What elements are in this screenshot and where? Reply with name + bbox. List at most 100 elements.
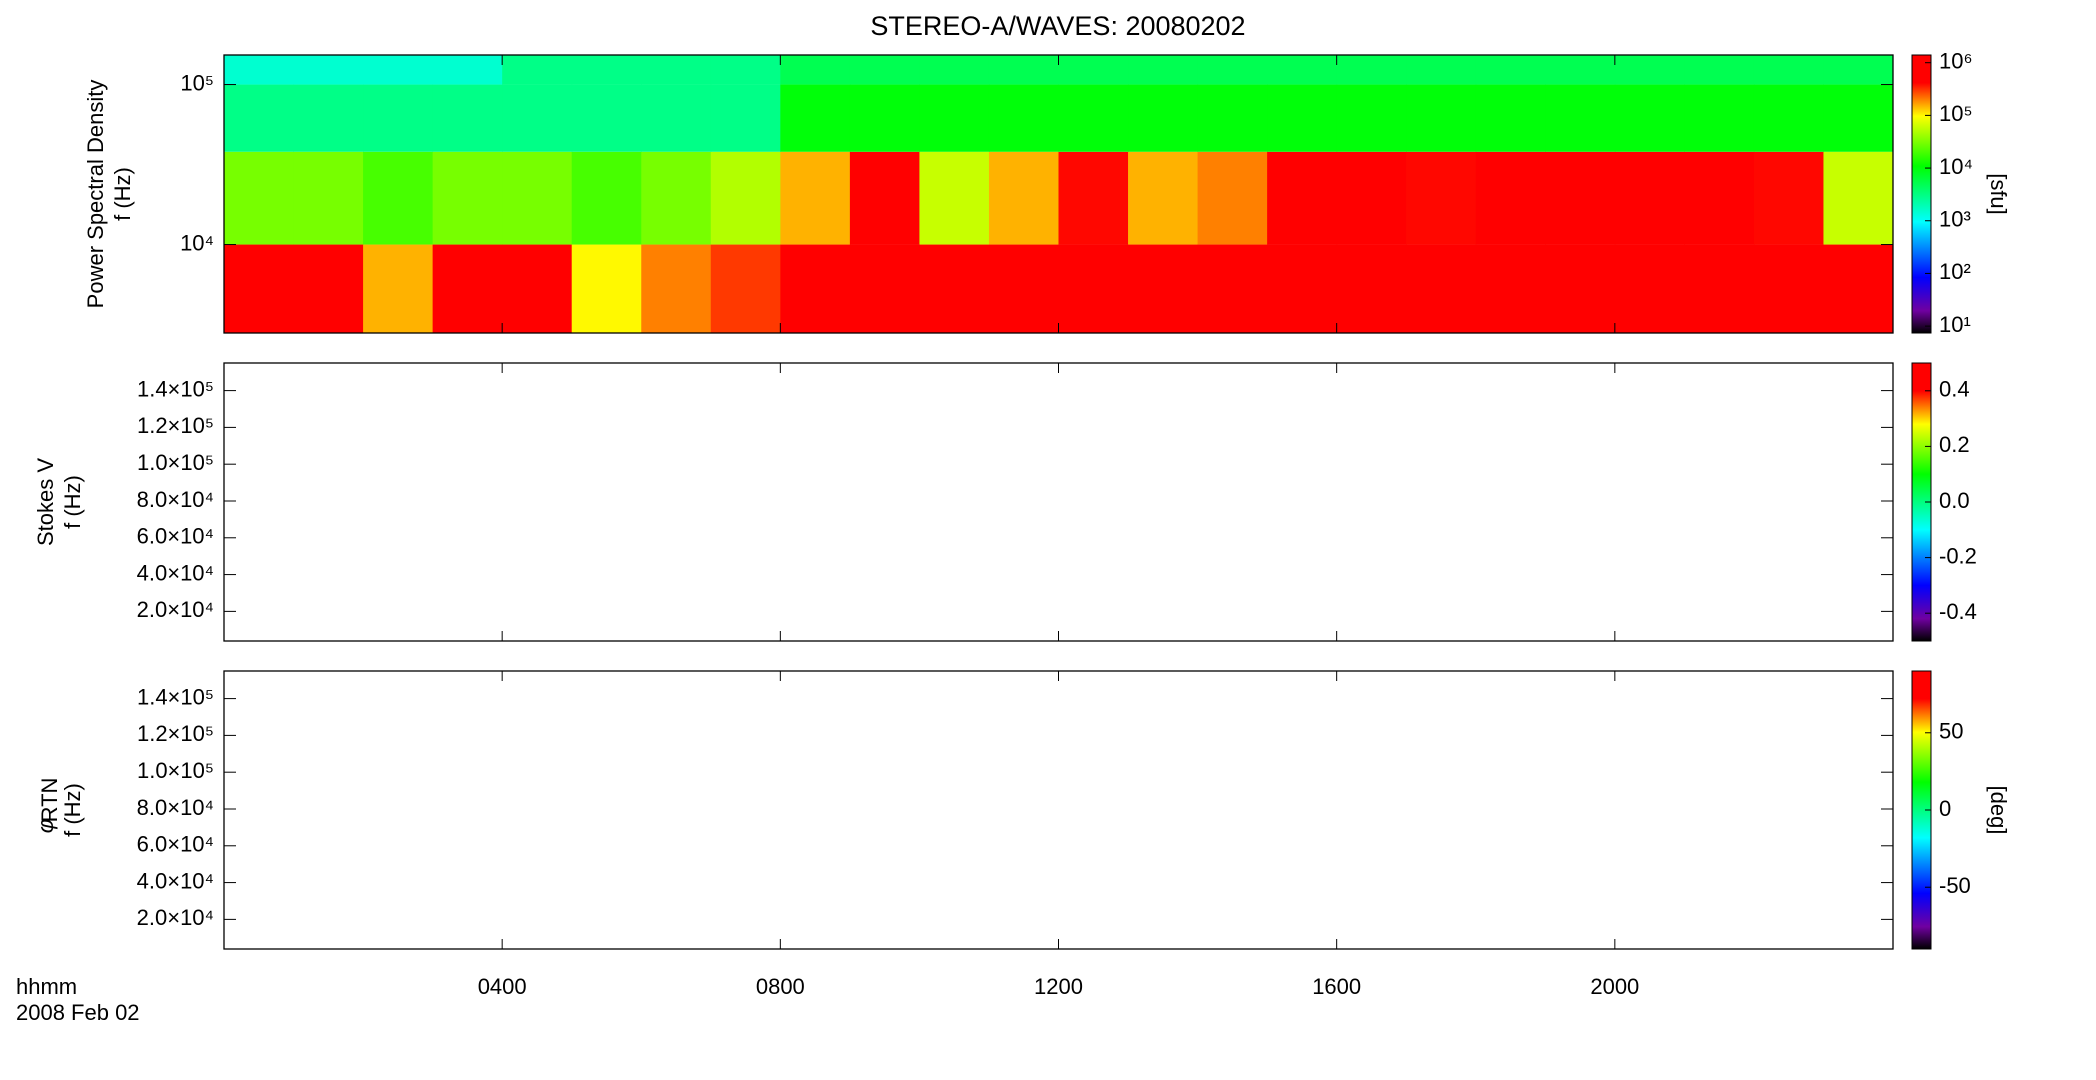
spectrogram-cell: [641, 151, 712, 245]
spectrogram-cell: [919, 244, 990, 333]
y-tick-label: 8.0×10⁴: [137, 487, 214, 512]
y-axis-quantity-sub: RTN: [37, 778, 62, 823]
spectrogram-cell: [780, 151, 851, 245]
spectrogram-cell: [1753, 244, 1824, 333]
spectrogram-cell: [293, 55, 364, 85]
spectrogram-cell: [780, 55, 851, 85]
spectrogram-cell: [1823, 244, 1894, 333]
spectrogram-cell: [1267, 84, 1338, 152]
spectrogram-cell: [502, 84, 573, 152]
spectrogram-cell: [1406, 151, 1477, 245]
spectrogram-cell: [1128, 244, 1199, 333]
colorbar-tick-label: 10¹: [1939, 312, 1971, 337]
y-tick-label: 10⁵: [180, 70, 214, 95]
spectrogram-cell: [1823, 55, 1894, 85]
spectrogram-cell: [1475, 84, 1546, 152]
x-tick-label: 0800: [756, 974, 805, 999]
x-tick-label: 1200: [1034, 974, 1083, 999]
y-tick-label: 4.0×10⁴: [137, 560, 214, 585]
spectrogram-cell: [988, 244, 1059, 333]
spectrogram-cell: [710, 55, 781, 85]
y-axis-label: f (Hz): [60, 783, 85, 837]
spectrogram-cell: [363, 55, 434, 85]
y-tick-label: 6.0×10⁴: [137, 832, 214, 857]
spectrogram-cell: [1267, 151, 1338, 245]
spectrogram-cell: [1753, 55, 1824, 85]
colorbar-tick-label: -0.4: [1939, 599, 1977, 624]
y-tick-label: 1.2×10⁵: [137, 721, 214, 746]
spectrogram-cell: [1545, 244, 1616, 333]
spectrogram-cell: [432, 55, 503, 85]
y-tick-label: 10⁴: [180, 230, 214, 255]
spectrogram-cell: [293, 84, 364, 152]
spectrogram-cell: [710, 244, 781, 333]
y-tick-label: 1.0×10⁵: [137, 450, 214, 475]
spectrogram-cell: [1336, 84, 1407, 152]
spectrogram-cell: [988, 55, 1059, 85]
colorbar-tick-label: 0.2: [1939, 432, 1970, 457]
y-tick-label: 6.0×10⁴: [137, 524, 214, 549]
y-tick-label: 2.0×10⁴: [137, 905, 214, 930]
spectrogram-cell: [1475, 244, 1546, 333]
spectrogram-cell: [1128, 151, 1199, 245]
colorbar-tick-label: -50: [1939, 873, 1971, 898]
spectrogram-cell: [919, 84, 990, 152]
spectrogram-cell: [849, 84, 920, 152]
spectrogram-cell: [988, 84, 1059, 152]
spectrogram-cell: [293, 244, 364, 333]
y-tick-label: 8.0×10⁴: [137, 795, 214, 820]
spectrogram-cell: [224, 151, 295, 245]
colorbar-tick-label: 0: [1939, 796, 1951, 821]
colorbar-tick-label: 10³: [1939, 207, 1971, 232]
y-tick-label: 1.2×10⁵: [137, 413, 214, 438]
spectrogram-cell: [1058, 55, 1129, 85]
spectrogram-cell: [1684, 84, 1755, 152]
spectrogram-cell: [1684, 244, 1755, 333]
spectrogram-cell: [432, 84, 503, 152]
spectrogram-cell: [1058, 244, 1129, 333]
colorbar-tick-label: 50: [1939, 719, 1963, 744]
spectrogram-cell: [1614, 84, 1685, 152]
x-axis-date: 2008 Feb 02: [16, 1000, 140, 1025]
y-axis-label: f (Hz): [60, 475, 85, 529]
spectrogram-cell: [710, 151, 781, 245]
spectrogram-cell: [1336, 244, 1407, 333]
colorbar-label: [deg]: [1986, 786, 2011, 835]
spectrogram-cell: [1823, 151, 1894, 245]
spectrogram-cell: [224, 84, 295, 152]
spectrogram-cell: [1406, 244, 1477, 333]
spectrogram-cell: [1267, 55, 1338, 85]
figure-title: STEREO-A/WAVES: 20080202: [870, 11, 1245, 41]
x-tick-label: 2000: [1590, 974, 1639, 999]
spectrogram-cell: [571, 55, 642, 85]
colorbar-tick-label: 10⁵: [1939, 101, 1973, 126]
spectrogram-cell: [571, 244, 642, 333]
y-axis-quantity: Power Spectral Density: [83, 80, 108, 309]
y-tick-label: 4.0×10⁴: [137, 868, 214, 893]
spectrogram-cell: [1197, 84, 1268, 152]
spectrogram-cell: [849, 151, 920, 245]
y-tick-label: 1.4×10⁵: [137, 684, 214, 709]
y-axis-quantity: Stokes V: [33, 458, 58, 546]
spectrogram-cell: [293, 151, 364, 245]
spectrogram-cell: [1128, 55, 1199, 85]
spectrogram-cell: [1197, 55, 1268, 85]
spectrogram-cell: [641, 55, 712, 85]
spectrogram-cell: [1753, 84, 1824, 152]
spectrogram-cell: [502, 244, 573, 333]
spectrogram-cell: [1406, 55, 1477, 85]
y-tick-label: 2.0×10⁴: [137, 597, 214, 622]
spectrogram-cell: [502, 55, 573, 85]
y-tick-label: 1.4×10⁵: [137, 376, 214, 401]
spectrogram-cell: [571, 151, 642, 245]
spectrogram-cell: [1128, 84, 1199, 152]
y-axis-label: f (Hz): [110, 167, 135, 221]
spectrogram-cell: [1614, 151, 1685, 245]
y-tick-label: 1.0×10⁵: [137, 758, 214, 783]
colorbar-tick-label: -0.2: [1939, 543, 1977, 568]
spectrogram-cell: [1267, 244, 1338, 333]
y-axis-quantity: φ: [33, 819, 58, 833]
spectrogram-cell: [1058, 84, 1129, 152]
colorbar-tick-label: 0.4: [1939, 377, 1970, 402]
